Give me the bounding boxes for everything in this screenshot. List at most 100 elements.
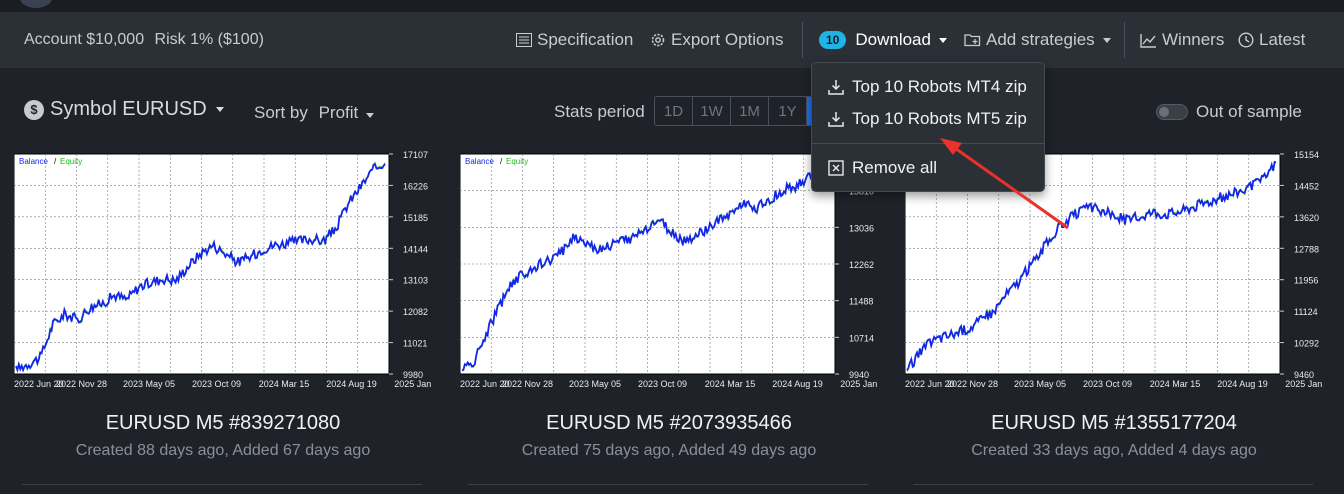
avatar[interactable] [20, 0, 52, 8]
strategy-subtitle: Created 88 days ago, Added 67 days ago [75, 442, 371, 459]
card-stats-row [468, 484, 868, 494]
strategy-card[interactable]: 14584138101303612262114881071499402022 J… [460, 150, 878, 485]
sort-by-label: Sort by [254, 103, 308, 122]
strategy-title[interactable]: EURUSD M5 #2073935466 [546, 412, 792, 434]
strategy-title[interactable]: EURUSD M5 #839271080 [105, 412, 341, 434]
y-tick-label: 11124 [1294, 307, 1318, 317]
toolbar-divider [802, 22, 803, 58]
x-tick-label: 2024 Mar 15 [259, 379, 310, 389]
gear-icon [651, 33, 665, 47]
latest-button[interactable]: Latest [1238, 30, 1305, 50]
toolbar-divider [1124, 22, 1125, 58]
winners-button[interactable]: Winners [1140, 30, 1224, 50]
strategy-card[interactable]: 17107 16226 15185 14144 13103 12082 11021 9980 2… [14, 150, 432, 485]
y-tick-label: 12788 [1294, 244, 1319, 254]
download-mt5-zip-item[interactable]: Top 10 Robots MT5 zip [828, 109, 1027, 129]
y-tick-label: 15185 [403, 213, 428, 223]
x-tick-label: 2023 Oct 09 [638, 379, 687, 389]
account-info: Account $10,000 Risk 1% ($100) [24, 31, 270, 49]
download-button[interactable]: 10 Download [819, 30, 947, 50]
out-of-sample-label: Out of sample [1196, 102, 1302, 121]
x-tick-label: 2023 Oct 09 [192, 379, 241, 389]
legend-equity: Equity [60, 157, 82, 166]
close-square-icon [828, 160, 844, 176]
balance-line [906, 160, 1277, 371]
account-size: Account $10,000 [24, 31, 145, 48]
y-tick-label: 11021 [403, 339, 427, 349]
y-tick-label: 9940 [849, 370, 869, 380]
equity-chart[interactable]: 14584138101303612262114881071499402022 J… [460, 150, 878, 392]
x-tick-label: 2023 May 05 [569, 379, 621, 389]
legend-balance: Balance [465, 157, 494, 166]
x-tick-label: 2023 May 05 [123, 379, 175, 389]
period-1d-button[interactable]: 1D [655, 97, 693, 125]
y-tick-label: 9460 [1294, 370, 1314, 380]
add-strategies-label: Add strategies [986, 30, 1095, 49]
y-tick-label: 11488 [849, 297, 873, 307]
x-tick-label: 2022 Nov 28 [947, 379, 998, 389]
x-tick-label: 2022 Jun 20 [905, 379, 955, 389]
x-tick-label: 2024 Mar 15 [705, 379, 756, 389]
clock-icon [1238, 32, 1254, 48]
toggle-switch[interactable] [1156, 104, 1188, 120]
x-tick-label: 2022 Jun 20 [460, 379, 510, 389]
out-of-sample-toggle[interactable]: Out of sample [1156, 102, 1302, 122]
x-tick-label: 2023 May 05 [1014, 379, 1066, 389]
download-mt4-zip-item[interactable]: Top 10 Robots MT4 zip [828, 77, 1027, 97]
download-mt4-label: Top 10 Robots MT4 zip [852, 77, 1027, 96]
risk-setting: Risk 1% ($100) [154, 31, 264, 48]
toolbar: Account $10,000 Risk 1% ($100) Specifica… [0, 12, 1344, 68]
y-tick-label: 13620 [1294, 213, 1319, 223]
dropdown-divider [812, 143, 1044, 144]
download-label: Download [855, 30, 931, 49]
stats-period-label: Stats period [554, 102, 645, 121]
strategy-subtitle: Created 33 days ago, Added 4 days ago [971, 442, 1257, 459]
x-tick-label: 2024 Aug 19 [326, 379, 377, 389]
x-tick-label: 2024 Aug 19 [1217, 379, 1268, 389]
y-tick-label: 11956 [1294, 276, 1318, 286]
x-tick-label: 2025 Jan 23 [840, 379, 878, 389]
download-count-badge: 10 [819, 31, 847, 49]
caret-down-icon [1102, 37, 1111, 43]
legend-balance: Balance [19, 157, 48, 166]
y-tick-label: 10292 [1294, 339, 1319, 349]
balance-line [15, 163, 386, 374]
x-tick-label: 2024 Aug 19 [772, 379, 823, 389]
caret-down-icon [215, 107, 224, 112]
caret-down-icon [938, 37, 947, 43]
x-tick-label: 2023 Oct 09 [1083, 379, 1132, 389]
add-strategies-button[interactable]: Add strategies [964, 30, 1111, 50]
x-tick-label: 2022 Nov 28 [56, 379, 107, 389]
sort-value: Profit [318, 103, 359, 122]
list-icon [516, 33, 532, 47]
y-tick-label: 14452 [1294, 181, 1319, 191]
remove-all-item[interactable]: Remove all [828, 158, 937, 178]
y-tick-label: 13036 [849, 223, 874, 233]
equity-chart[interactable]: 17107 16226 15185 14144 13103 12082 11021 9980 2… [14, 150, 432, 392]
download-icon [828, 112, 844, 127]
x-tick-label: 2025 Jan 23 [394, 379, 432, 389]
download-mt5-label: Top 10 Robots MT5 zip [852, 109, 1027, 128]
y-tick-label: 10714 [849, 333, 874, 343]
download-icon [828, 80, 844, 95]
coins-icon: $ [24, 99, 44, 120]
symbol-selector[interactable]: $ Symbol EURUSD [24, 98, 224, 121]
x-tick-label: 2025 Jan 23 [1285, 379, 1323, 389]
strategy-title[interactable]: EURUSD M5 #1355177204 [991, 412, 1237, 434]
period-1y-button[interactable]: 1Y [769, 97, 807, 125]
download-dropdown-menu: Top 10 Robots MT4 zip Top 10 Robots MT5 … [811, 62, 1045, 192]
period-1m-button[interactable]: 1M [731, 97, 769, 125]
period-1w-button[interactable]: 1W [693, 97, 731, 125]
filter-bar: $ Symbol EURUSD Sort by Profit Stats per… [0, 96, 1344, 132]
export-options-button[interactable]: Export Options [650, 30, 783, 50]
x-tick-label: 2022 Nov 28 [502, 379, 553, 389]
latest-label: Latest [1259, 30, 1306, 49]
y-tick-label: 13103 [403, 276, 428, 286]
y-tick-label: 12082 [403, 307, 428, 317]
card-stats-row [913, 484, 1313, 494]
card-stats-row [22, 484, 422, 494]
sort-selector[interactable]: Sort by Profit [254, 103, 375, 123]
specification-button[interactable]: Specification [516, 30, 633, 50]
y-tick-label: 14144 [403, 244, 428, 254]
balance-line [462, 160, 832, 371]
